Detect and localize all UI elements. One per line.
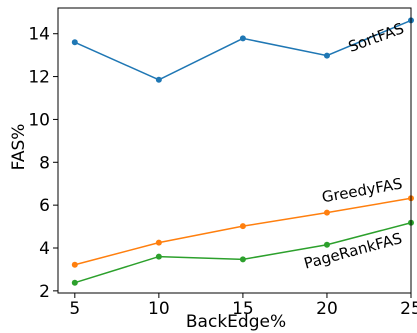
x-tick-label-20: 20: [316, 299, 338, 319]
axis-layer: 5 10 15 20 25 2 4 6 8 10 12 14: [28, 7, 417, 319]
x-tick-label-10: 10: [148, 299, 170, 319]
y-tick-label-2: 2: [39, 282, 50, 302]
sortfas-point-10: [155, 76, 162, 83]
sortfas-label: SortFAS: [346, 19, 406, 56]
y-tick-label-14: 14: [28, 25, 50, 45]
pagerankfas-point-5: [71, 279, 78, 286]
sortfas-point-20: [323, 52, 330, 59]
greedyfas-point-20: [323, 209, 330, 216]
y-tick-label-10: 10: [28, 110, 50, 130]
y-axis-label: FAS%: [9, 124, 29, 171]
x-tick-label-5: 5: [69, 299, 80, 319]
sortfas-point-5: [71, 39, 78, 46]
y-tick-label-4: 4: [39, 239, 50, 259]
pagerankfas-point-15: [239, 256, 246, 263]
x-tick-label-25: 25: [400, 299, 417, 319]
plot-frame: [57, 7, 412, 294]
y-tick-label-6: 6: [39, 196, 50, 216]
sortfas-point-15: [239, 35, 246, 42]
greedyfas-point-10: [155, 239, 162, 246]
y-tick-label-8: 8: [39, 153, 50, 173]
series-layer: [71, 17, 414, 286]
pagerankfas-label: PageRankFAS: [302, 229, 404, 272]
x-tick-label-15: 15: [232, 299, 254, 319]
y-tick-label-12: 12: [28, 68, 50, 88]
greedyfas-point-15: [239, 223, 246, 230]
pagerankfas-point-20: [323, 241, 330, 248]
pagerankfas-point-10: [155, 253, 162, 260]
x-axis-label: BackEdge%: [186, 312, 286, 332]
greedyfas-point-5: [71, 261, 78, 268]
